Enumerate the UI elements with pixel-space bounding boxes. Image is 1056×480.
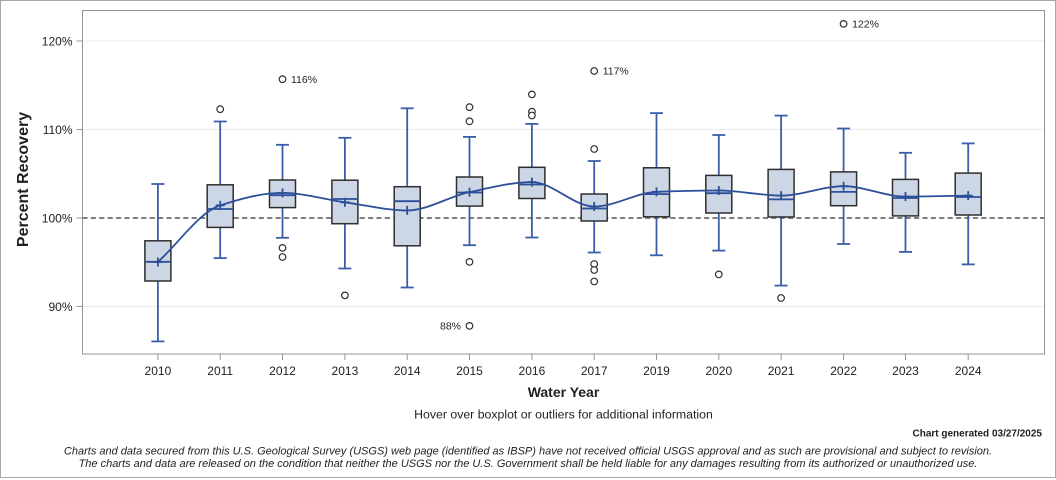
svg-text:110%: 110% bbox=[43, 123, 73, 137]
svg-text:2015: 2015 bbox=[456, 364, 483, 378]
svg-text:Charts and data secured from t: Charts and data secured from this U.S. G… bbox=[64, 445, 992, 457]
svg-text:Percent Recovery: Percent Recovery bbox=[15, 112, 32, 247]
svg-text:2021: 2021 bbox=[768, 364, 795, 378]
svg-text:2012: 2012 bbox=[269, 364, 296, 378]
svg-text:2016: 2016 bbox=[519, 364, 546, 378]
svg-text:90%: 90% bbox=[48, 300, 72, 314]
svg-text:116%: 116% bbox=[291, 74, 317, 86]
svg-text:2024: 2024 bbox=[955, 364, 982, 378]
svg-text:100%: 100% bbox=[42, 211, 73, 225]
svg-text:2020: 2020 bbox=[705, 364, 732, 378]
svg-text:2022: 2022 bbox=[830, 364, 857, 378]
svg-text:Water Year: Water Year bbox=[528, 384, 600, 400]
svg-text:117%: 117% bbox=[603, 66, 629, 78]
svg-text:2013: 2013 bbox=[332, 364, 359, 378]
svg-text:The charts and data are releas: The charts and data are released on the … bbox=[79, 458, 978, 470]
svg-text:88%: 88% bbox=[440, 321, 461, 333]
svg-text:2010: 2010 bbox=[145, 364, 172, 378]
svg-text:122%: 122% bbox=[852, 19, 879, 31]
svg-text:2023: 2023 bbox=[892, 364, 919, 378]
svg-text:2014: 2014 bbox=[394, 364, 421, 378]
svg-text:2011: 2011 bbox=[207, 364, 233, 378]
svg-text:2019: 2019 bbox=[643, 364, 670, 378]
svg-text:Chart generated 03/27/2025: Chart generated 03/27/2025 bbox=[912, 429, 1042, 440]
svg-text:120%: 120% bbox=[42, 34, 73, 48]
svg-text:Hover over boxplot or outliers: Hover over boxplot or outliers for addit… bbox=[414, 407, 713, 421]
svg-text:2017: 2017 bbox=[581, 364, 608, 378]
